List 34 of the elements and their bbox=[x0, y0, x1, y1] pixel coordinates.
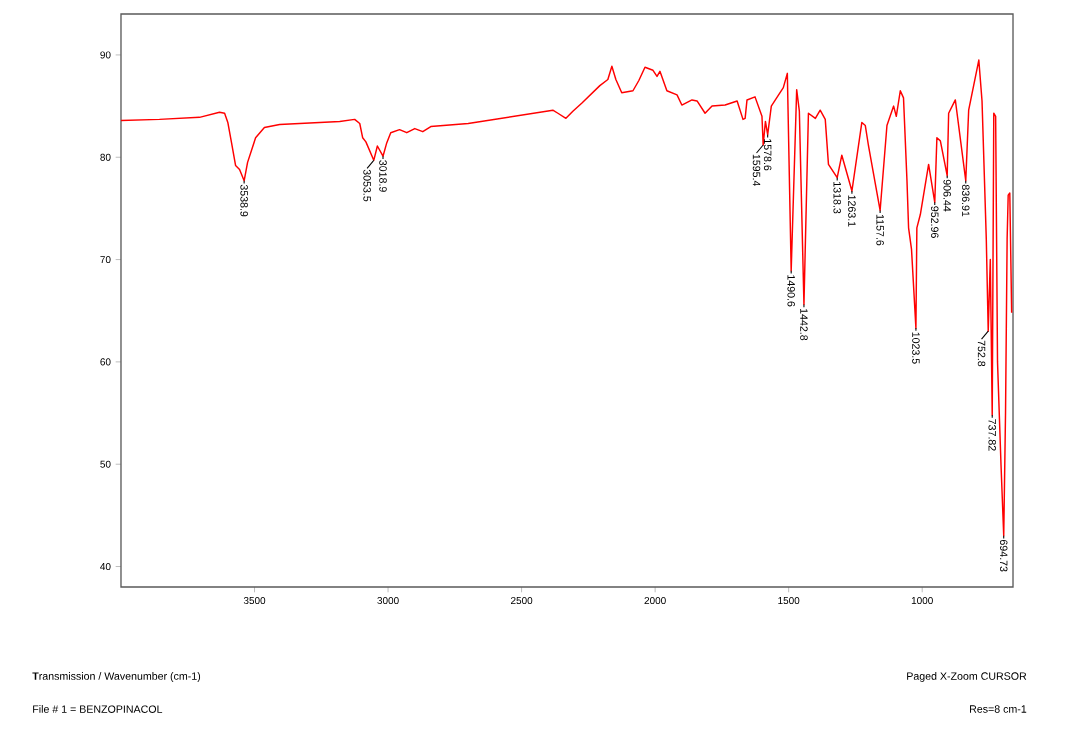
annotation: 3018.9 bbox=[379, 160, 387, 192]
text: Paged X-Zoom CURSOR bbox=[907, 672, 1027, 682]
annotation: 1263.1 bbox=[848, 195, 856, 227]
annotation: 1318.3 bbox=[833, 182, 841, 214]
annotation: 1490.6 bbox=[787, 275, 795, 307]
annotation: 836.91 bbox=[961, 184, 970, 217]
x-tick-label: 2500 bbox=[511, 597, 533, 605]
x-tick-label: 3000 bbox=[377, 597, 399, 605]
annotation: 694.73 bbox=[999, 539, 1008, 572]
annotation: 737.82 bbox=[988, 419, 996, 451]
y-tick-label: 40 bbox=[100, 563, 111, 571]
text: File # 1 = BENZOPINACOL bbox=[33, 705, 163, 713]
line-series bbox=[120, 59, 1013, 537]
x-tick-label: 2000 bbox=[644, 597, 666, 605]
annotation: 952.96 bbox=[931, 206, 939, 238]
annotation: 752.8 bbox=[977, 340, 986, 367]
annotation: 1442.8 bbox=[800, 309, 808, 341]
annotation: 3538.9 bbox=[240, 184, 248, 217]
text: Transmission / Wavenumber (cm-1) bbox=[32, 672, 201, 682]
y-tick-label: 60 bbox=[100, 358, 111, 366]
annotation: 1157.6 bbox=[876, 214, 884, 246]
y-tick-label: 70 bbox=[100, 256, 111, 264]
y-tick-label: 80 bbox=[100, 153, 111, 161]
y-tick-label: 90 bbox=[100, 51, 111, 59]
text: Res=8 cm-1 bbox=[970, 705, 1027, 713]
y-tick-label: 50 bbox=[100, 460, 111, 468]
annotation: 1023.5 bbox=[912, 332, 920, 364]
annotation: 1578.6 bbox=[763, 139, 772, 171]
annotation: 1595.4 bbox=[752, 154, 761, 187]
annotation: 906.44 bbox=[943, 179, 951, 212]
x-tick-label: 1000 bbox=[911, 597, 933, 605]
annotation: 3053.5 bbox=[363, 169, 371, 202]
x-tick-label: 1500 bbox=[778, 597, 800, 605]
x-tick-label: 3500 bbox=[243, 597, 266, 605]
